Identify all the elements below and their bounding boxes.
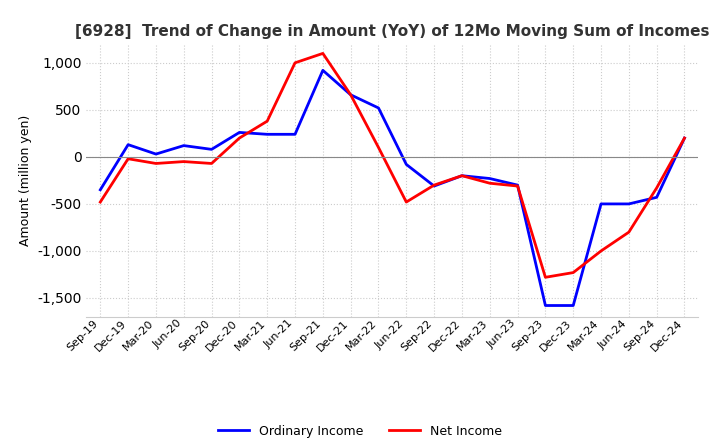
Ordinary Income	[235, 130, 243, 135]
Ordinary Income	[458, 173, 467, 178]
Title: [6928]  Trend of Change in Amount (YoY) of 12Mo Moving Sum of Incomes: [6928] Trend of Change in Amount (YoY) o…	[75, 24, 710, 39]
Net Income	[541, 275, 550, 280]
Net Income	[680, 136, 689, 141]
Ordinary Income	[124, 142, 132, 147]
Ordinary Income	[207, 147, 216, 152]
Net Income	[458, 173, 467, 178]
Net Income	[346, 92, 355, 97]
Ordinary Income	[152, 151, 161, 157]
Net Income	[430, 183, 438, 188]
Ordinary Income	[291, 132, 300, 137]
Ordinary Income	[652, 194, 661, 200]
Ordinary Income	[485, 176, 494, 181]
Net Income	[374, 145, 383, 150]
Line: Net Income: Net Income	[100, 53, 685, 277]
Ordinary Income	[318, 68, 327, 73]
Ordinary Income	[402, 162, 410, 167]
Net Income	[124, 156, 132, 161]
Line: Ordinary Income: Ordinary Income	[100, 70, 685, 305]
Ordinary Income	[430, 183, 438, 189]
Legend: Ordinary Income, Net Income: Ordinary Income, Net Income	[213, 420, 507, 440]
Net Income	[96, 199, 104, 205]
Ordinary Income	[513, 183, 522, 188]
Net Income	[318, 51, 327, 56]
Net Income	[485, 180, 494, 186]
Net Income	[207, 161, 216, 166]
Ordinary Income	[346, 92, 355, 97]
Net Income	[179, 159, 188, 164]
Net Income	[513, 183, 522, 189]
Net Income	[235, 136, 243, 141]
Ordinary Income	[680, 136, 689, 141]
Net Income	[569, 270, 577, 275]
Ordinary Income	[263, 132, 271, 137]
Net Income	[624, 230, 633, 235]
Net Income	[652, 185, 661, 191]
Net Income	[402, 199, 410, 205]
Ordinary Income	[541, 303, 550, 308]
Ordinary Income	[569, 303, 577, 308]
Ordinary Income	[96, 187, 104, 192]
Net Income	[291, 60, 300, 66]
Ordinary Income	[179, 143, 188, 148]
Ordinary Income	[624, 201, 633, 206]
Net Income	[152, 161, 161, 166]
Ordinary Income	[374, 105, 383, 110]
Net Income	[263, 118, 271, 124]
Net Income	[597, 248, 606, 253]
Ordinary Income	[597, 201, 606, 206]
Y-axis label: Amount (million yen): Amount (million yen)	[19, 115, 32, 246]
